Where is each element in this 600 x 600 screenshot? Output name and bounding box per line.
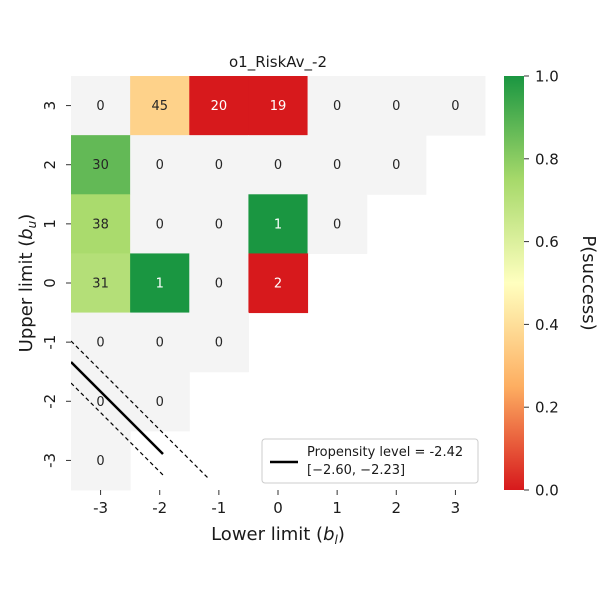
heatmap-cell [71, 371, 131, 432]
cell-label: 0 [156, 158, 164, 173]
heatmap-cell [130, 76, 190, 136]
cell-label: 0 [274, 158, 282, 173]
x-tick-label: 3 [451, 499, 461, 517]
heatmap-cell [130, 135, 190, 195]
cell-label: 0 [215, 277, 223, 292]
cell-label: 0 [156, 217, 164, 232]
heatmap-cell [130, 253, 190, 314]
legend-box [261, 438, 479, 484]
cell-label: 0 [96, 336, 104, 351]
x-tick-label: 1 [332, 499, 342, 517]
colorbar-tick-label: 0.4 [535, 316, 559, 334]
heatmap-cell [189, 76, 249, 136]
cell-label: 0 [96, 454, 104, 469]
cell-label: 0 [333, 158, 341, 173]
heatmap-cell [189, 194, 249, 254]
y-axis-ticks: 3 2 1 0 -1 -2 -3 [41, 101, 71, 468]
colorbar-tick-label: 1.0 [535, 68, 559, 86]
colorbar-tick-label: 0.0 [535, 482, 559, 500]
y-axis-label: Upper limit (bu) [16, 214, 39, 353]
propensity-lines [71, 340, 210, 480]
cell-label: 0 [451, 99, 459, 114]
legend-label-ci: [−2.60, −2.23] [307, 463, 405, 478]
legend-label-level: Propensity level = -2.42 [307, 445, 463, 460]
cell-label: 38 [92, 217, 109, 232]
heatmap-cell [71, 430, 131, 491]
x-axis-label: Lower limit (bl) [211, 524, 345, 547]
cell-label: 0 [215, 217, 223, 232]
propensity-line [71, 361, 164, 455]
heatmap-cell [71, 253, 131, 314]
heatmap-cell [425, 76, 486, 136]
propensity-ci-upper-line [71, 340, 210, 480]
heatmap-cell [307, 135, 368, 195]
y-tick-label: 0 [41, 278, 59, 288]
y-tick-label: 3 [41, 101, 59, 111]
y-tick-label: -3 [41, 453, 59, 468]
cell-label: 30 [92, 158, 109, 173]
cell-label: 1 [156, 277, 164, 292]
colorbar-tick-label: 0.6 [535, 233, 559, 251]
y-tick-label: 2 [41, 160, 59, 170]
colorbar-label: P(success) [578, 235, 599, 330]
y-tick-label: -2 [41, 394, 59, 409]
cell-label: 31 [92, 277, 109, 292]
cell-label: 19 [270, 99, 287, 114]
legend: Propensity level = -2.42 [−2.60, −2.23] [261, 438, 479, 484]
cell-label: 0 [96, 99, 104, 114]
colorbar: 0.0 0.2 0.4 0.6 0.8 1.0 P(success) [504, 68, 599, 500]
cell-label: 1 [274, 217, 282, 232]
x-tick-label: -3 [93, 499, 108, 517]
cell-label: 0 [156, 395, 164, 410]
chart-title: o1_RiskAv_-2 [229, 53, 327, 72]
heatmap-cell [189, 135, 249, 195]
heatmap-cell [71, 312, 131, 373]
colorbar-tick-label: 0.2 [535, 399, 559, 417]
heatmap-cell [307, 76, 368, 136]
propensity-ci-lower-line [71, 382, 164, 476]
cell-label: 0 [333, 217, 341, 232]
cell-label: 20 [211, 99, 228, 114]
cell-label: 0 [392, 158, 400, 173]
cell-label: 0 [215, 158, 223, 173]
x-axis-ticks: -3 -2 -1 0 1 2 3 [93, 490, 460, 517]
colorbar-tick-label: 0.8 [535, 150, 559, 168]
cell-label: 0 [156, 336, 164, 351]
cell-label: 2 [274, 277, 282, 292]
heatmap-cell [130, 371, 190, 432]
cell-label: 0 [392, 99, 400, 114]
colorbar-ticks: 0.0 0.2 0.4 0.6 0.8 1.0 [524, 68, 559, 500]
colorbar-gradient [504, 76, 524, 490]
heatmap-cell [71, 135, 131, 195]
cell-label: 0 [215, 336, 223, 351]
heatmap-cell [248, 194, 309, 254]
cell-label: 0 [333, 99, 341, 114]
heatmap-cell [189, 312, 249, 373]
heatmap-cell [366, 135, 427, 195]
x-tick-label: 0 [273, 499, 283, 517]
x-tick-label: 2 [392, 499, 402, 517]
x-tick-label: -1 [211, 499, 226, 517]
x-tick-label: -2 [152, 499, 167, 517]
cell-label: 0 [96, 395, 104, 410]
heatmap-cells: 0 45 20 19 0 0 030 0 0 0 0 038 0 0 1 031 1 0 20 0 00 00 [71, 76, 486, 491]
y-tick-label: 1 [41, 219, 59, 229]
heatmap-cell [307, 194, 368, 254]
y-tick-label: -1 [41, 335, 59, 350]
heatmap-cell [130, 312, 190, 373]
heatmap-cell [248, 76, 309, 136]
heatmap-cell [248, 253, 309, 314]
cell-label: 45 [151, 99, 168, 114]
heatmap-cell [71, 194, 131, 254]
heatmap-cell [366, 76, 427, 136]
heatmap-cell [248, 135, 309, 195]
heatmap-cell [189, 253, 249, 314]
heatmap-cell [130, 194, 190, 254]
heatmap-cell [71, 76, 131, 136]
